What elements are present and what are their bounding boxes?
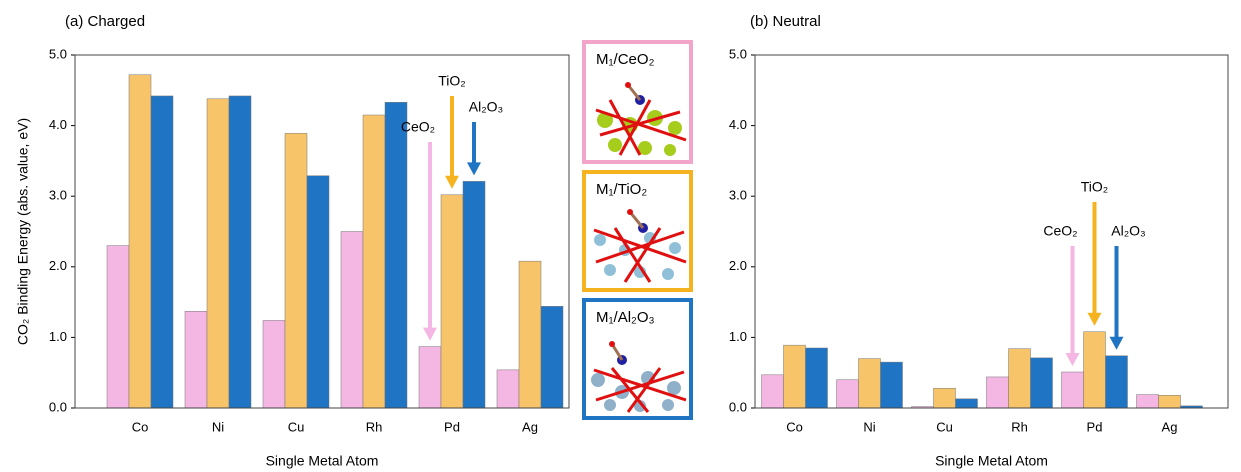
y-tick-label: 2.0 xyxy=(49,258,67,273)
structure-label: M₁/TiO₂ xyxy=(596,181,647,198)
x-tick-label: Co xyxy=(132,419,149,434)
bar xyxy=(956,399,978,408)
bar xyxy=(1106,356,1128,408)
bar xyxy=(1031,358,1053,408)
annotation-arrowhead xyxy=(1088,313,1102,326)
x-tick-label: Rh xyxy=(1011,419,1028,434)
y-tick-label: 1.0 xyxy=(729,329,747,344)
y-axis-label: CO₂ Binding Energy (abs. value, eV) xyxy=(15,118,31,345)
structure-label: M₁/Al₂O₃ xyxy=(596,309,655,326)
bar xyxy=(307,176,329,408)
annotation-arrowhead xyxy=(445,176,459,189)
bar xyxy=(207,99,229,408)
bar xyxy=(185,311,207,408)
bar xyxy=(934,388,956,408)
bar xyxy=(441,195,463,408)
y-tick-label: 3.0 xyxy=(729,188,747,203)
x-tick-label: Ni xyxy=(212,419,224,434)
annotation-arrowhead xyxy=(1066,353,1080,366)
x-tick-label: Cu xyxy=(288,419,305,434)
bar xyxy=(107,246,129,408)
annotation-arrowhead xyxy=(423,328,437,341)
bar xyxy=(229,96,251,408)
x-axis-label: Single Metal Atom xyxy=(266,453,379,469)
annotation-arrowhead xyxy=(467,162,481,175)
x-tick-label: Co xyxy=(786,419,803,434)
annotation-label: CeO₂ xyxy=(401,119,435,135)
bar xyxy=(385,102,407,408)
bar xyxy=(881,362,903,408)
bar xyxy=(519,261,541,408)
y-tick-label: 4.0 xyxy=(49,117,67,132)
annotation-label: CeO₂ xyxy=(1043,223,1077,239)
bar xyxy=(1084,332,1106,408)
y-tick-label: 0.0 xyxy=(49,399,67,414)
bar xyxy=(151,96,173,408)
bar xyxy=(1062,372,1084,408)
x-tick-label: Ni xyxy=(863,419,875,434)
bar xyxy=(837,380,859,408)
bar xyxy=(859,359,881,408)
bar xyxy=(419,347,441,408)
bar xyxy=(129,75,151,408)
bar xyxy=(363,115,385,408)
x-tick-label: Ag xyxy=(522,419,538,434)
bar xyxy=(806,348,828,408)
chart-title: (b) Neutral xyxy=(750,13,821,30)
y-tick-label: 2.0 xyxy=(729,258,747,273)
annotation-label: TiO₂ xyxy=(1081,179,1108,195)
x-tick-label: Pd xyxy=(1087,419,1103,434)
bar xyxy=(341,232,363,409)
bar xyxy=(987,377,1009,408)
annotation-label: Al₂O₃ xyxy=(469,99,503,115)
bar xyxy=(784,345,806,408)
y-tick-label: 5.0 xyxy=(49,46,67,61)
annotation-arrowhead xyxy=(1110,337,1124,350)
chart-title: (a) Charged xyxy=(65,13,145,30)
structure-label: M₁/CeO₂ xyxy=(596,51,655,68)
x-axis-label: Single Metal Atom xyxy=(935,453,1048,469)
bar xyxy=(497,370,519,408)
bar xyxy=(285,133,307,408)
bar xyxy=(1137,395,1159,408)
bar xyxy=(263,320,285,408)
structure-panels: M₁/CeO₂ M₁/TiO₂ M₁/Al₂O₃ xyxy=(584,42,691,418)
y-tick-label: 3.0 xyxy=(49,188,67,203)
x-tick-label: Pd xyxy=(444,419,460,434)
bar xyxy=(1009,349,1031,408)
bar xyxy=(762,375,784,408)
x-tick-label: Rh xyxy=(366,419,383,434)
annotation-label: Al₂O₃ xyxy=(1111,223,1145,239)
y-tick-label: 5.0 xyxy=(729,46,747,61)
bar xyxy=(463,181,485,408)
y-tick-label: 4.0 xyxy=(729,117,747,132)
bar xyxy=(541,306,563,408)
figure: M₁/CeO₂ M₁/TiO₂ M₁/Al₂O₃ (a) Charged 0.0 1… xyxy=(0,0,1241,472)
x-tick-label: Ag xyxy=(1162,419,1178,434)
y-tick-label: 0.0 xyxy=(729,399,747,414)
y-tick-label: 1.0 xyxy=(49,329,67,344)
x-tick-label: Cu xyxy=(936,419,953,434)
bar xyxy=(1159,395,1181,408)
annotation-label: TiO₂ xyxy=(438,73,465,89)
